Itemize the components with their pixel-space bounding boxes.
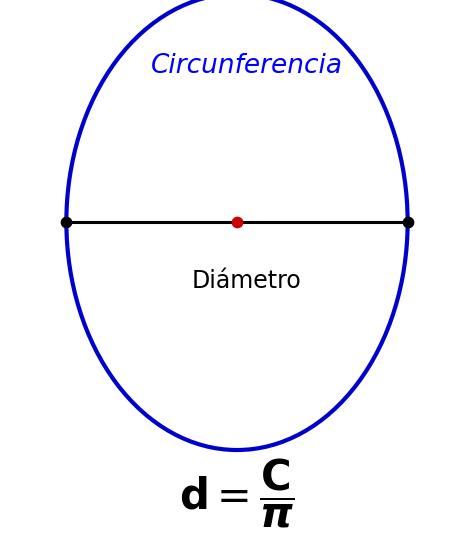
Text: $\mathit{\mathbf{d}} = \dfrac{\mathit{\mathbf{C}}}{\boldsymbol{\pi}}$: $\mathit{\mathbf{d}} = \dfrac{\mathit{\m… <box>179 456 295 530</box>
Point <box>63 218 70 226</box>
Text: Circunferencia: Circunferencia <box>150 53 343 79</box>
Text: Diámetro: Diámetro <box>191 269 301 293</box>
Point <box>404 218 411 226</box>
Point <box>233 218 241 226</box>
Ellipse shape <box>66 0 408 450</box>
